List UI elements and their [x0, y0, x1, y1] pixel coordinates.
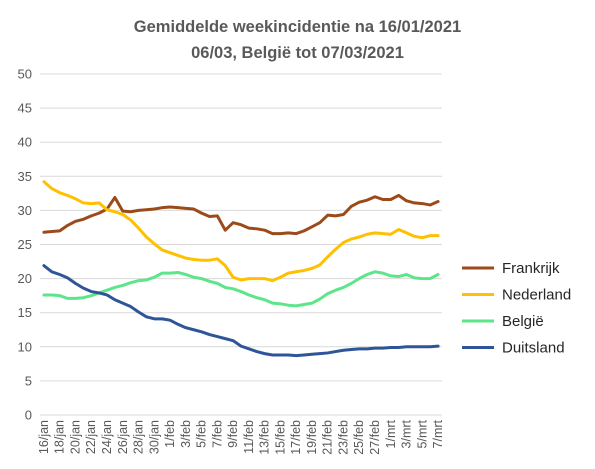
legend-label-nederland: Nederland — [502, 287, 571, 304]
x-tick-label: 7/mrt — [431, 419, 445, 448]
x-tick-label: 23/feb — [336, 420, 350, 455]
x-tick-label: 24/jan — [100, 420, 114, 454]
x-tick-label: 19/feb — [305, 420, 319, 455]
x-tick-label: 1/mrt — [384, 419, 398, 448]
x-tick-label: 20/jan — [68, 420, 82, 454]
series-lines — [42, 180, 440, 358]
y-tick-label: 25 — [18, 237, 32, 252]
x-tick-label: 11/feb — [242, 420, 256, 454]
legend-label-frankrijk: Frankrijk — [502, 260, 560, 277]
y-tick-label: 10 — [18, 339, 32, 354]
x-tick-label: 22/jan — [84, 420, 98, 454]
x-axis: 16/jan 18/jan 20/jan 22/jan 24/jan 26/jan 28/j… — [37, 419, 445, 454]
series-line-belgi- — [42, 270, 440, 308]
legend: Frankrijk Nederland België Duitsland — [462, 260, 571, 357]
x-tick-label: 27/feb — [368, 420, 382, 455]
y-tick-label: 30 — [18, 203, 32, 218]
chart-title-line-1: Gemiddelde weekincidentie na 16/01/2021 — [133, 18, 462, 36]
y-tick-label: 15 — [18, 305, 32, 320]
gridlines — [40, 73, 442, 416]
x-tick-label: 16/jan — [37, 420, 51, 454]
series-line-nederland — [42, 180, 440, 283]
x-tick-label: 28/jan — [132, 420, 146, 454]
x-tick-label: 21/feb — [321, 420, 335, 455]
y-tick-label: 5 — [25, 373, 32, 388]
x-tick-label: 3/feb — [179, 420, 193, 448]
y-tick-label: 35 — [18, 169, 32, 184]
x-tick-label: 13/feb — [258, 420, 272, 455]
x-tick-label: 17/feb — [289, 420, 303, 455]
x-tick-label: 15/feb — [273, 420, 287, 455]
legend-label-duitsland: Duitsland — [502, 340, 565, 357]
x-tick-label: 30/jan — [147, 420, 161, 454]
chart-title-line-2: 06/03, België tot 07/03/2021 — [191, 44, 404, 62]
y-tick-label: 0 — [25, 408, 32, 423]
x-tick-label: 5/feb — [195, 420, 209, 448]
x-tick-label: 3/mrt — [400, 419, 414, 448]
x-tick-label: 5/mrt — [415, 419, 429, 448]
y-tick-label: 40 — [18, 135, 32, 150]
y-tick-label: 20 — [18, 271, 32, 286]
series-line-frankrijk — [42, 193, 440, 236]
x-tick-label: 25/feb — [352, 420, 366, 455]
x-tick-label: 9/feb — [226, 420, 240, 448]
chart-title: Gemiddelde weekincidentie na 16/01/2021 … — [0, 14, 595, 66]
y-axis: 0 5 10 15 20 25 30 35 40 45 50 — [18, 67, 32, 423]
x-tick-label: 18/jan — [53, 420, 67, 454]
legend-label-belgi-: België — [502, 313, 544, 330]
x-tick-label: 1/feb — [163, 420, 177, 448]
series-line-duitsland — [42, 264, 440, 358]
y-tick-label: 45 — [18, 101, 32, 116]
y-tick-label: 50 — [18, 67, 32, 82]
x-tick-label: 26/jan — [116, 420, 130, 454]
x-tick-label: 7/feb — [210, 420, 224, 448]
